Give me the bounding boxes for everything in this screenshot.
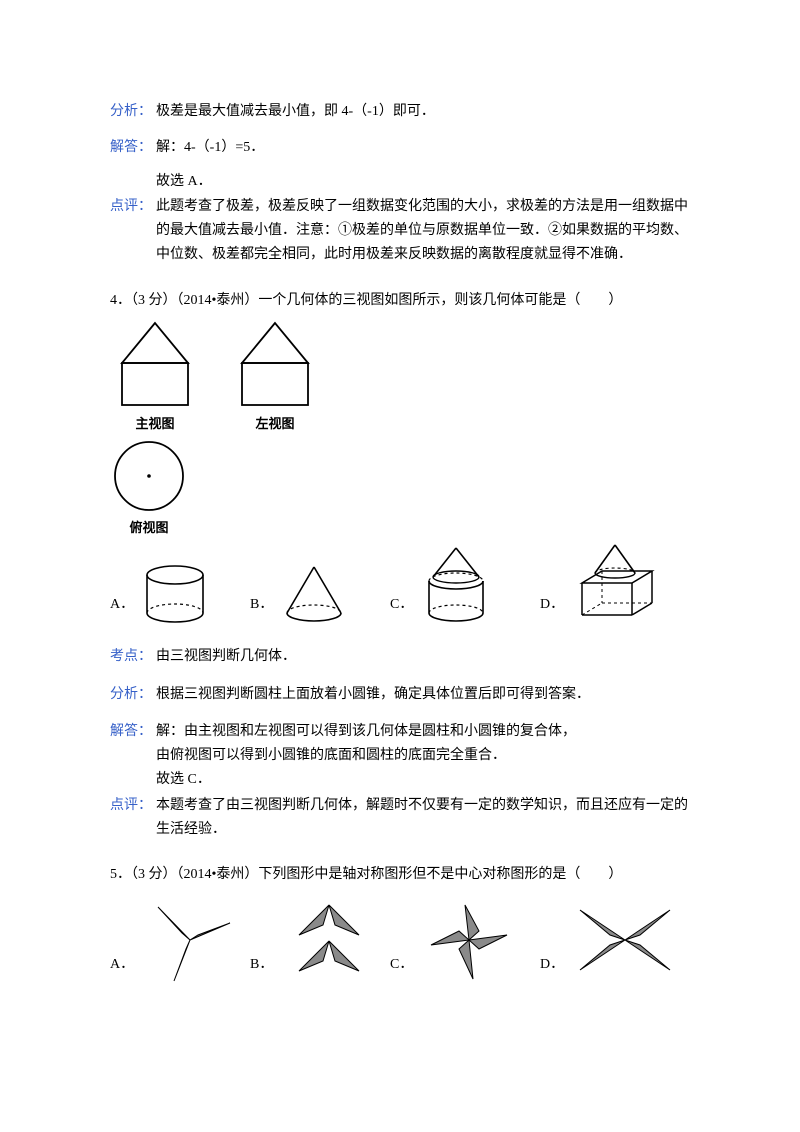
pinwheel-a-icon (140, 895, 240, 985)
q5-opt-d: D． (540, 895, 690, 985)
left-view-block: 左视图 (230, 321, 320, 435)
arrows-b-icon (279, 895, 379, 985)
dianping-label: 点评： (110, 195, 156, 266)
bowtie-d-icon (570, 895, 680, 985)
q4-options: A． B． C． D． (110, 543, 690, 625)
cylinder-icon (140, 563, 210, 625)
opt-a-label: A． (110, 953, 134, 977)
pinwheel-c-icon (419, 895, 519, 985)
top-view-block: 俯视图 (110, 437, 690, 539)
opt-d-label: D． (540, 593, 564, 617)
q4-fenxi: 根据三视图判断圆柱上面放着小圆锥，确定具体位置后即可得到答案． (156, 683, 690, 707)
cone-icon (279, 563, 349, 625)
cone-on-cylinder-icon (419, 545, 493, 625)
q4-jieda-l1: 解：由主视图和左视图可以得到该几何体是圆柱和小圆锥的复合体， (156, 720, 690, 744)
q4-dianping: 本题考查了由三视图判断几何体，解题时不仅要有一定的数学知识，而且还应有一定的生活… (156, 794, 690, 842)
top-view-label: 俯视图 (110, 517, 188, 539)
cone-on-prism-icon (570, 543, 660, 625)
q4-opt-a: A． (110, 563, 250, 625)
q3-jieda: 解：4-（-1）=5． 故选 A． (156, 136, 690, 194)
q4-stem: 4．（3 分）（2014•泰州）一个几何体的三视图如图所示，则该几何体可能是（ … (110, 289, 690, 313)
q4-jieda: 解：由主视图和左视图可以得到该几何体是圆柱和小圆锥的复合体， 由俯视图可以得到小… (156, 720, 690, 791)
q4-opt-d: D． (540, 543, 690, 625)
q5-opt-c: C． (390, 895, 540, 985)
opt-b-label: B． (250, 953, 273, 977)
q4-opt-c: C． (390, 545, 540, 625)
q4-jieda-l3: 故选 C． (156, 768, 690, 792)
kaodian-label: 考点： (110, 645, 156, 669)
q4-kaodian-row: 考点： 由三视图判断几何体． (110, 645, 690, 669)
top-view-svg (110, 437, 188, 515)
left-view-label: 左视图 (230, 413, 320, 435)
dianping-label: 点评： (110, 794, 156, 842)
q3-dianping-row: 点评： 此题考查了极差，极差反映了一组数据变化范围的大小，求极差的方法是用一组数… (110, 195, 690, 266)
q5-options: A． B． C． (110, 895, 690, 985)
q3-fenxi-row: 分析： 极差是最大值减去最小值，即 4-（-1）即可． (110, 100, 690, 124)
q4-jieda-l2: 由俯视图可以得到小圆锥的底面和圆柱的底面完全重合． (156, 744, 690, 768)
main-view-label: 主视图 (110, 413, 200, 435)
opt-d-label: D． (540, 953, 564, 977)
q4-views: 主视图 左视图 (110, 321, 690, 435)
left-view-svg (230, 321, 320, 411)
jieda-label: 解答： (110, 720, 156, 791)
q3-dianping: 此题考查了极差，极差反映了一组数据变化范围的大小，求极差的方法是用一组数据中的最… (156, 195, 690, 266)
fenxi-label: 分析： (110, 683, 156, 707)
q3-jieda-l1: 解：4-（-1）=5． (156, 136, 690, 160)
q4-jieda-row: 解答： 解：由主视图和左视图可以得到该几何体是圆柱和小圆锥的复合体， 由俯视图可… (110, 720, 690, 791)
jieda-label: 解答： (110, 136, 156, 194)
q3-jieda-row: 解答： 解：4-（-1）=5． 故选 A． (110, 136, 690, 194)
main-view-svg (110, 321, 200, 411)
opt-c-label: C． (390, 593, 413, 617)
q3-fenxi: 极差是最大值减去最小值，即 4-（-1）即可． (156, 100, 690, 124)
q5-opt-a: A． (110, 895, 250, 985)
q4-opt-b: B． (250, 563, 390, 625)
fenxi-label: 分析： (110, 100, 156, 124)
opt-b-label: B． (250, 593, 273, 617)
q5-opt-b: B． (250, 895, 390, 985)
q3-jieda-l2: 故选 A． (156, 170, 690, 194)
opt-c-label: C． (390, 953, 413, 977)
q5-stem: 5．（3 分）（2014•泰州）下列图形中是轴对称图形但不是中心对称图形的是（ … (110, 863, 690, 887)
q4-fenxi-row: 分析： 根据三视图判断圆柱上面放着小圆锥，确定具体位置后即可得到答案． (110, 683, 690, 707)
main-view-block: 主视图 (110, 321, 200, 435)
q4-dianping-row: 点评： 本题考查了由三视图判断几何体，解题时不仅要有一定的数学知识，而且还应有一… (110, 794, 690, 842)
q4-kaodian: 由三视图判断几何体． (156, 645, 690, 669)
opt-a-label: A． (110, 593, 134, 617)
